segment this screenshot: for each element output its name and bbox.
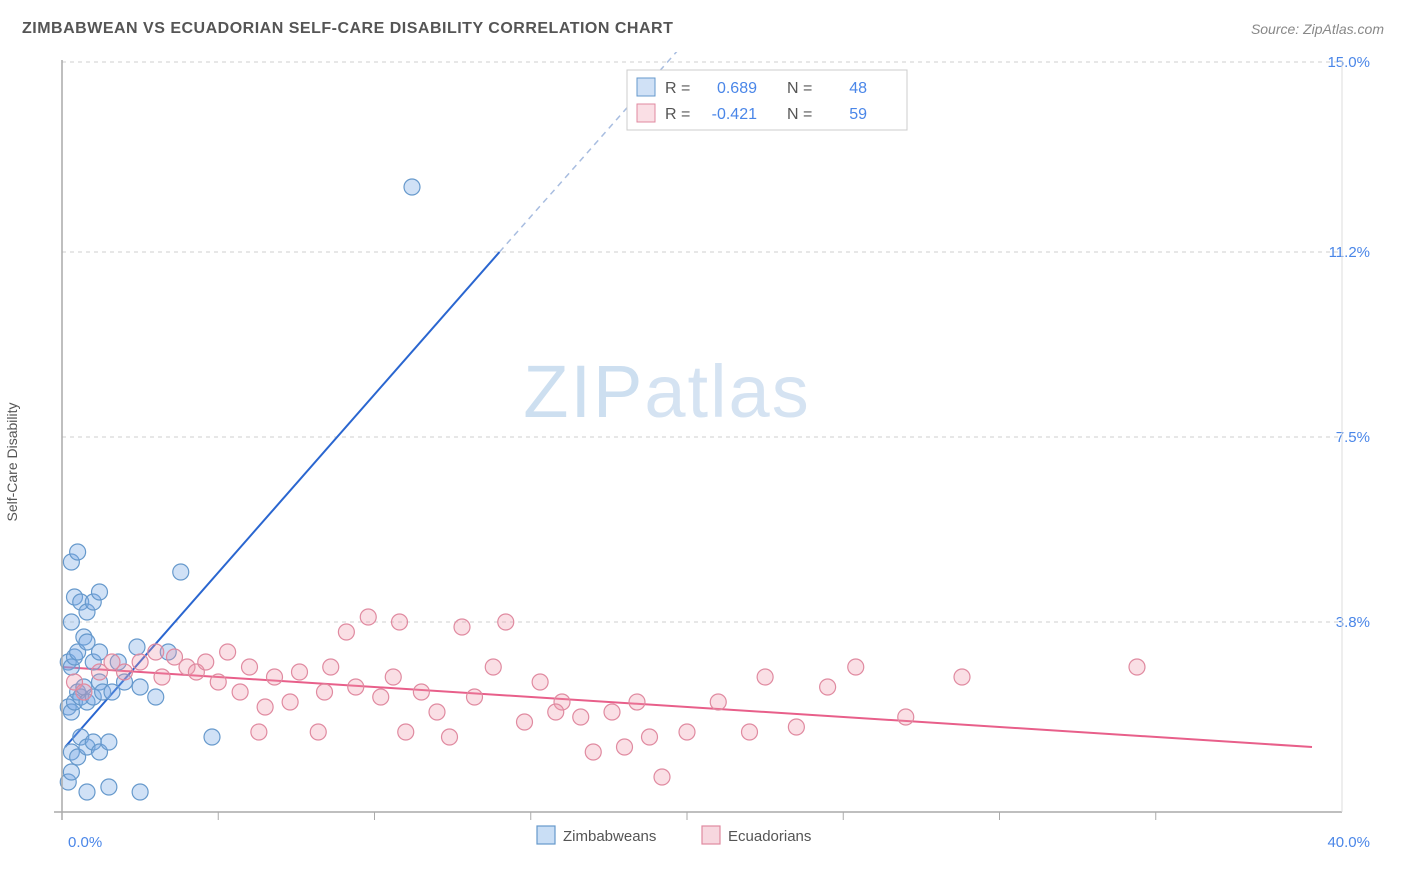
data-point <box>454 619 470 635</box>
data-point <box>148 644 164 660</box>
data-point <box>282 694 298 710</box>
data-point <box>232 684 248 700</box>
data-point <box>251 724 267 740</box>
data-point <box>517 714 533 730</box>
y-tick-label: 7.5% <box>1336 429 1370 446</box>
data-point <box>679 724 695 740</box>
legend-swatch <box>702 826 720 844</box>
y-tick-label: 15.0% <box>1327 54 1370 71</box>
legend-label: Ecuadorians <box>728 828 811 845</box>
data-point <box>310 724 326 740</box>
data-point <box>323 659 339 675</box>
legend-swatch <box>537 826 555 844</box>
data-point <box>617 739 633 755</box>
data-point <box>788 719 804 735</box>
data-point <box>204 729 220 745</box>
data-point <box>101 779 117 795</box>
data-point <box>220 644 236 660</box>
data-point <box>485 659 501 675</box>
data-point <box>76 684 92 700</box>
data-point <box>242 659 258 675</box>
legend-label: Zimbabweans <box>563 828 656 845</box>
stats-n-value: 48 <box>849 80 867 97</box>
data-point <box>292 664 308 680</box>
data-point <box>398 724 414 740</box>
chart-title: ZIMBABWEAN VS ECUADORIAN SELF-CARE DISAB… <box>22 20 673 38</box>
data-point <box>742 724 758 740</box>
data-point <box>498 614 514 630</box>
data-point <box>1129 659 1145 675</box>
data-point <box>360 609 376 625</box>
data-point <box>898 709 914 725</box>
y-tick-label: 11.2% <box>1329 244 1370 261</box>
data-point <box>442 729 458 745</box>
data-point <box>148 689 164 705</box>
stats-swatch <box>637 78 655 96</box>
data-point <box>413 684 429 700</box>
data-point <box>710 694 726 710</box>
x-right-label: 40.0% <box>1327 834 1370 851</box>
data-point <box>848 659 864 675</box>
data-point <box>642 729 658 745</box>
data-point <box>392 614 408 630</box>
data-point <box>629 694 645 710</box>
watermark: ZIPatlas <box>523 350 810 433</box>
data-point <box>79 784 95 800</box>
data-point <box>548 704 564 720</box>
stats-n-label: N = <box>787 106 812 123</box>
data-point <box>385 669 401 685</box>
data-point <box>132 784 148 800</box>
data-point <box>132 679 148 695</box>
data-point <box>820 679 836 695</box>
data-point <box>757 669 773 685</box>
data-point <box>132 654 148 670</box>
data-point <box>373 689 389 705</box>
data-point <box>654 769 670 785</box>
y-tick-label: 3.8% <box>1336 614 1370 631</box>
stats-r-label: R = <box>665 106 690 123</box>
data-point <box>573 709 589 725</box>
data-point <box>101 734 117 750</box>
y-axis-label: Self-Care Disability <box>4 402 20 521</box>
data-point <box>338 624 354 640</box>
data-point <box>129 639 145 655</box>
x-left-label: 0.0% <box>68 834 102 851</box>
data-point <box>63 764 79 780</box>
data-point <box>154 669 170 685</box>
data-point <box>117 664 133 680</box>
stats-r-value: -0.421 <box>712 106 757 123</box>
data-point <box>63 614 79 630</box>
data-point <box>585 744 601 760</box>
data-point <box>348 679 364 695</box>
stats-r-label: R = <box>665 80 690 97</box>
stats-n-value: 59 <box>849 106 867 123</box>
data-point <box>70 544 86 560</box>
data-point <box>257 699 273 715</box>
stats-r-value: 0.689 <box>717 80 757 97</box>
data-point <box>404 179 420 195</box>
data-point <box>467 689 483 705</box>
data-point <box>92 584 108 600</box>
stats-n-label: N = <box>787 80 812 97</box>
scatter-chart: 3.8% 7.5% 11.2% 15.0% ZIPatlas 0.0% 40.0% Zimba… <box>22 52 1382 872</box>
data-point <box>604 704 620 720</box>
data-point <box>173 564 189 580</box>
data-point <box>210 674 226 690</box>
data-point <box>532 674 548 690</box>
chart-container: Self-Care Disability 3.8%7.5%11.2%15.0%Z… <box>22 52 1382 872</box>
source-attribution: Source: ZipAtlas.com <box>1251 21 1384 37</box>
data-point <box>429 704 445 720</box>
data-point <box>267 669 283 685</box>
stats-swatch <box>637 104 655 122</box>
data-point <box>317 684 333 700</box>
data-point <box>954 669 970 685</box>
data-point <box>198 654 214 670</box>
